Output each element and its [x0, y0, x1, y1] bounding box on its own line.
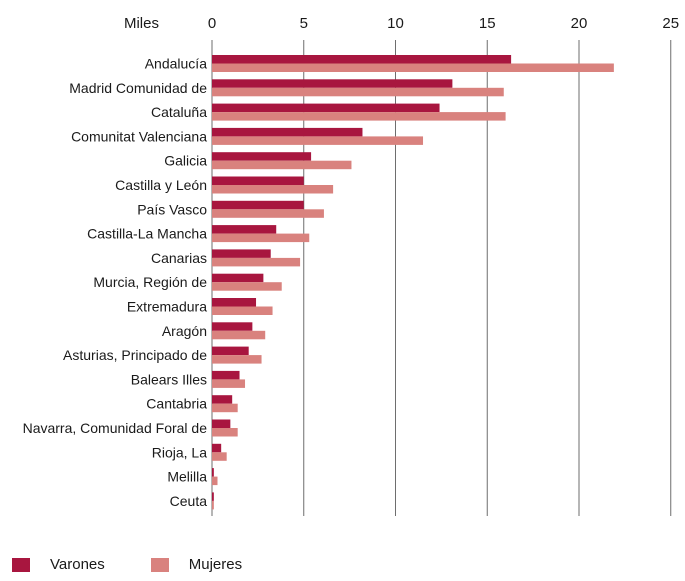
bar-mujeres [212, 306, 273, 315]
category-label: País Vasco [137, 201, 207, 217]
bar-mujeres [212, 87, 504, 97]
bar-mujeres [212, 136, 424, 145]
category-label: Castilla y León [115, 177, 207, 193]
category-label: Rioja, La [152, 444, 207, 460]
category-label: Andalucía [145, 56, 207, 72]
category-labels: Andalucía Madrid Comunidad de Cataluña Comu… [23, 56, 208, 509]
bar-mujeres [212, 379, 246, 388]
bar-varones [212, 492, 214, 501]
unit-label: Miles [124, 15, 159, 32]
x-tick-label: 0 [208, 15, 216, 32]
bar-varones [212, 225, 277, 234]
bar-varones [212, 103, 440, 113]
bar-mujeres [212, 282, 282, 291]
x-tick-label: 10 [387, 15, 404, 32]
bar-varones [212, 322, 253, 331]
category-label: Cataluña [151, 104, 207, 120]
bar-chart: Miles 0 5 10 15 20 25 Andalucía Madrid Comunid… [23, 15, 679, 516]
legend-swatch-mujeres [150, 557, 169, 572]
bar-mujeres [212, 452, 227, 461]
x-tick-label: 25 [662, 15, 679, 32]
bar-varones [212, 298, 257, 307]
bar-mujeres [212, 330, 266, 340]
bar-varones [212, 200, 304, 210]
category-label: Asturias, Principado de [63, 347, 207, 363]
bar-mujeres [212, 209, 324, 218]
bar-mujeres [212, 63, 614, 72]
bar-varones [212, 370, 240, 380]
bar-varones [212, 419, 231, 428]
bar-varones [212, 152, 312, 161]
x-tick-label: 5 [300, 15, 308, 32]
bar-mujeres [212, 355, 262, 364]
legend: Varones Mujeres [12, 556, 288, 573]
bar-varones [212, 249, 271, 258]
category-label: Melilla [167, 469, 207, 485]
category-label: Extremadura [127, 299, 207, 315]
bar-mujeres [212, 233, 310, 243]
category-label: Canarias [151, 250, 207, 266]
legend-label-varones: Varones [50, 556, 105, 573]
category-label: Aragón [162, 323, 207, 339]
legend-swatch-varones [12, 557, 30, 572]
bar-mujeres [212, 185, 334, 194]
bar-varones [212, 346, 249, 356]
legend-item-varones: Varones [12, 556, 105, 573]
bar-varones [212, 468, 214, 477]
bar-varones [212, 176, 304, 185]
category-label: Castilla-La Mancha [87, 226, 207, 242]
category-label: Balears Illes [131, 371, 207, 387]
bar-mujeres [212, 160, 352, 170]
bars [212, 55, 614, 510]
axis-labels: Miles 0 5 10 15 20 25 [124, 15, 679, 32]
bar-varones [212, 127, 363, 137]
bar-varones [212, 395, 233, 404]
x-tick-label: 15 [479, 15, 496, 32]
bar-varones [212, 55, 512, 64]
bar-mujeres [212, 257, 301, 267]
bar-mujeres [212, 428, 238, 437]
bar-mujeres [212, 500, 214, 510]
bar-varones [212, 443, 222, 453]
bar-mujeres [212, 476, 218, 486]
bar-mujeres [212, 112, 506, 121]
category-label: Ceuta [170, 493, 208, 509]
bar-mujeres [212, 403, 238, 413]
x-tick-label: 20 [571, 15, 588, 32]
category-label: Navarra, Comunidad Foral de [23, 420, 208, 436]
category-label: Madrid Comunidad de [69, 80, 207, 96]
legend-label-mujeres: Mujeres [188, 556, 243, 573]
category-label: Cantabria [146, 396, 207, 412]
category-label: Comunitat Valenciana [71, 128, 207, 144]
category-label: Galicia [164, 153, 207, 169]
category-label: Murcia, Región de [93, 274, 207, 290]
bar-varones [212, 79, 453, 88]
legend-item-mujeres: Mujeres [150, 556, 243, 573]
bar-varones [212, 273, 264, 283]
